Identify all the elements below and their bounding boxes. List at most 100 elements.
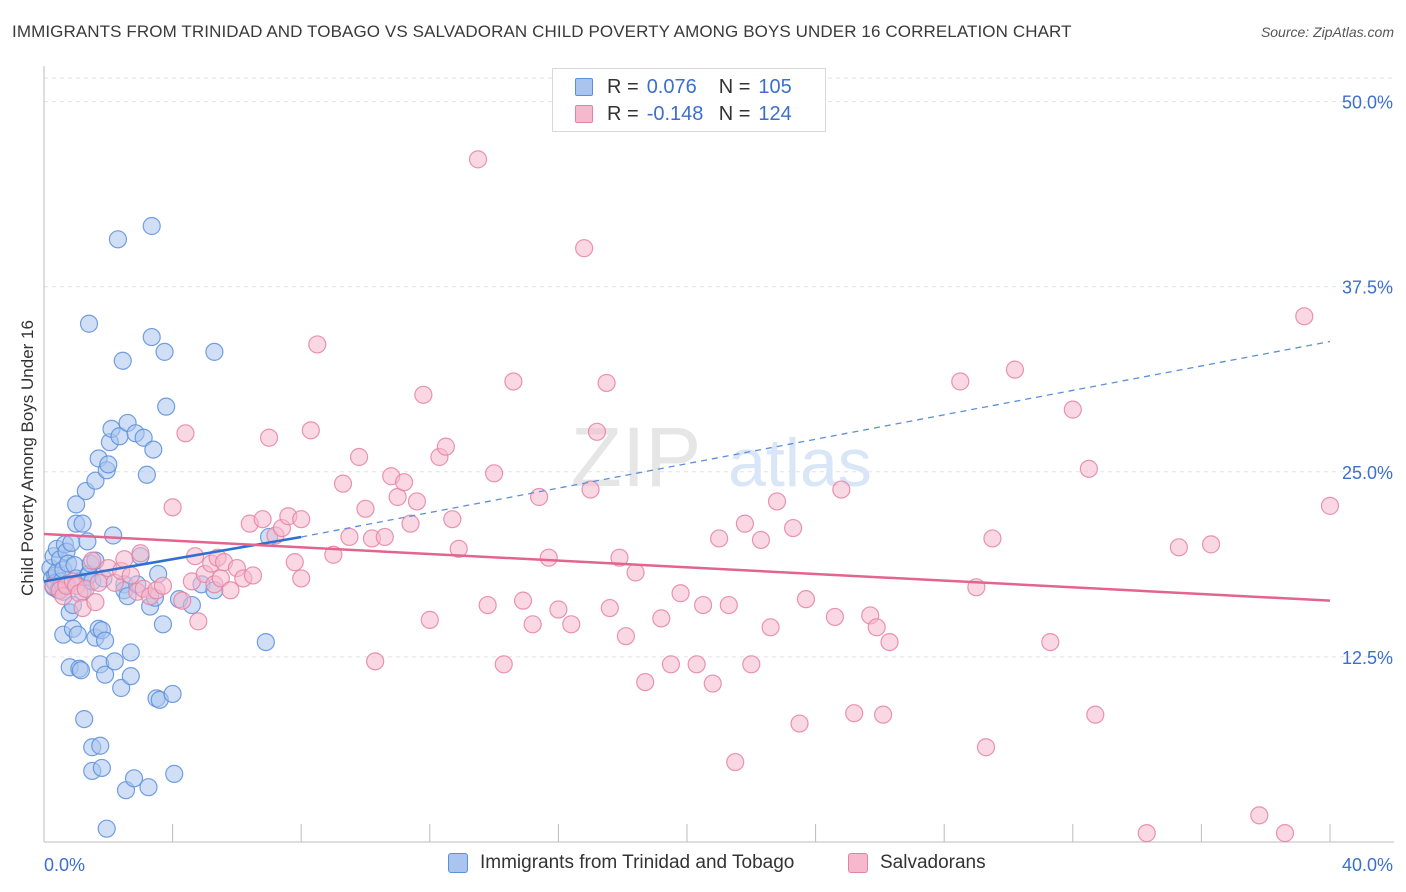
trinidad-point bbox=[142, 327, 161, 347]
salvadoran-point bbox=[874, 705, 893, 724]
salvadoran-point bbox=[1063, 400, 1082, 419]
salvadoran-point bbox=[597, 373, 616, 393]
trinidad-point bbox=[99, 455, 118, 474]
salvadoran-point bbox=[767, 492, 787, 511]
salvadoran-point bbox=[494, 655, 513, 674]
trinidad-point bbox=[95, 665, 115, 684]
legend-swatch-pink bbox=[575, 105, 593, 123]
trinidad-point bbox=[97, 819, 116, 838]
salvadoran-point bbox=[610, 548, 629, 567]
y-axis-label: Child Poverty Among Boys Under 16 bbox=[18, 320, 37, 596]
salvadoran-point bbox=[539, 548, 558, 567]
salvadoran-point bbox=[751, 530, 771, 550]
legend-item-salvadoran: Salvadorans bbox=[848, 852, 986, 874]
trinidad-point bbox=[71, 661, 91, 680]
salvadoran-point bbox=[221, 581, 240, 600]
salvadoran-trend-line bbox=[43, 532, 1331, 602]
data-points bbox=[41, 150, 1340, 843]
salvadoran-point bbox=[1295, 307, 1314, 326]
axes bbox=[43, 66, 1394, 843]
series-legend: Immigrants from Trinidad and Tobago Salv… bbox=[0, 852, 1406, 878]
salvadoran-point bbox=[783, 518, 803, 538]
trinidad-point bbox=[67, 495, 86, 514]
legend-row-trinidad: R = 0.076 N = 105 bbox=[575, 75, 792, 99]
trinidad-point bbox=[157, 397, 176, 416]
salvadoran-point bbox=[1005, 360, 1025, 379]
trinidad-point bbox=[205, 342, 224, 361]
trinidad-point bbox=[137, 465, 156, 484]
salvadoran-point bbox=[562, 615, 581, 634]
trinidad-point bbox=[108, 230, 128, 249]
y-tick-label: 12.5% bbox=[1342, 648, 1393, 668]
salvadoran-point bbox=[587, 422, 607, 441]
trinidad-point bbox=[163, 684, 182, 704]
salvadoran-point bbox=[1086, 705, 1105, 724]
salvadoran-point bbox=[703, 674, 722, 693]
salvadoran-point bbox=[163, 498, 182, 517]
r-value: -0.148 bbox=[646, 102, 704, 125]
salvadoran-point bbox=[710, 529, 729, 548]
salvadoran-point bbox=[671, 584, 690, 603]
salvadoran-point bbox=[131, 544, 150, 563]
legend-label: Immigrants from Trinidad and Tobago bbox=[480, 852, 795, 873]
salvadoran-point bbox=[420, 610, 439, 629]
n-label: N = bbox=[718, 102, 751, 125]
trinidad-point bbox=[142, 216, 161, 236]
salvadoran-point bbox=[719, 595, 738, 615]
salvadoran-point bbox=[176, 424, 195, 443]
salvadoran-point bbox=[1041, 632, 1060, 652]
source-credit: Source: ZipAtlas.com bbox=[1260, 24, 1394, 40]
salvadoran-point bbox=[652, 609, 671, 628]
salvadoran-point bbox=[549, 600, 568, 619]
salvadoran-point bbox=[693, 595, 713, 615]
y-tick-label: 37.5% bbox=[1342, 278, 1393, 298]
salvadoran-point bbox=[259, 428, 279, 447]
salvadoran-point bbox=[443, 510, 462, 529]
salvadoran-point bbox=[375, 527, 394, 547]
salvadoran-point bbox=[394, 473, 414, 492]
salvadoran-point bbox=[983, 529, 1002, 548]
salvadoran-point bbox=[790, 714, 809, 733]
salvadoran-point bbox=[616, 627, 636, 646]
trinidad-point bbox=[165, 764, 184, 783]
salvadoran-point bbox=[449, 539, 468, 558]
trinidad-point bbox=[121, 643, 140, 662]
salvadoran-point bbox=[581, 480, 600, 499]
salvadoran-point bbox=[600, 598, 619, 618]
correlation-legend: R = 0.076 N = 105 R = -0.148 N = 124 bbox=[552, 68, 826, 132]
trinidad-point bbox=[104, 526, 123, 545]
x-tick-label: 0.0% bbox=[44, 855, 85, 875]
salvadoran-point bbox=[951, 372, 970, 391]
salvadoran-point bbox=[308, 335, 327, 354]
salvadoran-point bbox=[340, 527, 359, 547]
trinidad-point bbox=[92, 758, 111, 778]
salvadoran-point bbox=[976, 738, 996, 757]
salvadoran-point bbox=[253, 510, 272, 529]
salvadoran-point bbox=[796, 590, 816, 609]
trinidad-point bbox=[75, 709, 94, 729]
salvadoran-point bbox=[478, 595, 497, 615]
trinidad-point bbox=[73, 514, 92, 533]
trinidad-trend-extension bbox=[301, 340, 1331, 538]
salvadoran-point bbox=[407, 492, 427, 511]
salvadoran-point bbox=[301, 421, 320, 440]
salvadoran-point bbox=[845, 704, 864, 723]
salvadoran-point bbox=[89, 573, 108, 592]
legend-swatch-blue bbox=[575, 78, 593, 96]
y-tick-label: 25.0% bbox=[1342, 463, 1393, 483]
trinidad-point bbox=[68, 625, 87, 644]
trinidad-point bbox=[79, 314, 99, 333]
trinidad-point bbox=[113, 351, 132, 370]
salvadoran-point bbox=[523, 615, 542, 634]
salvadoran-point bbox=[1169, 538, 1188, 557]
trinidad-point bbox=[95, 631, 115, 650]
salvadoran-point bbox=[83, 551, 102, 570]
salvadoran-point bbox=[173, 591, 192, 610]
salvadoran-point bbox=[366, 652, 385, 671]
trinidad-point bbox=[86, 471, 105, 490]
salvadoran-point bbox=[414, 385, 433, 404]
chart-title: IMMIGRANTS FROM TRINIDAD AND TOBAGO VS S… bbox=[12, 22, 1072, 41]
salvadoran-point bbox=[504, 372, 523, 391]
salvadoran-point bbox=[832, 480, 851, 499]
